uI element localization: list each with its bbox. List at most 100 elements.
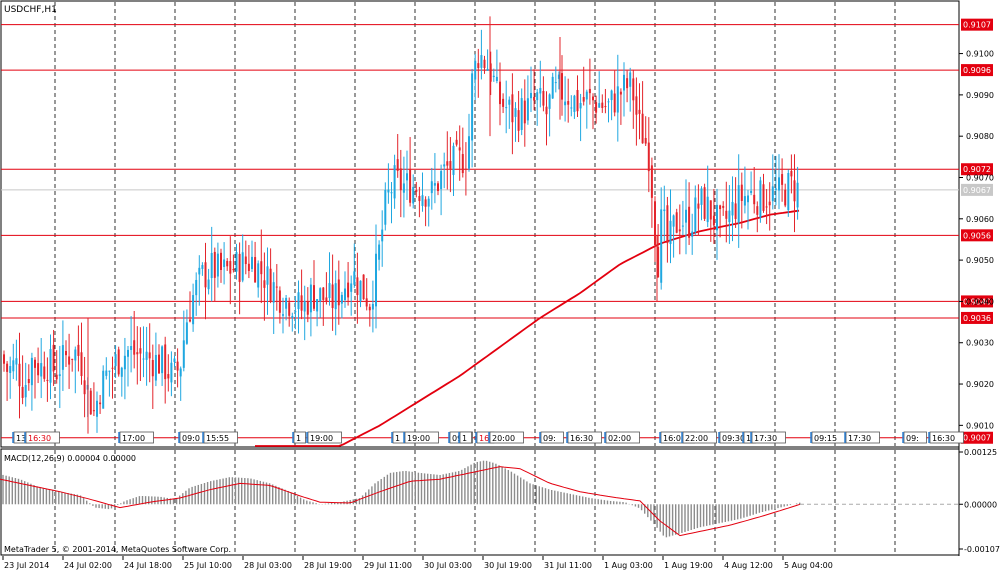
bear-candle — [300, 269, 303, 320]
bull-candle — [557, 71, 560, 90]
event-flag[interactable]: 09: — [902, 431, 927, 444]
bull-candle — [127, 345, 129, 387]
bull-candle — [585, 89, 588, 129]
event-flag[interactable]: 1 — [458, 431, 472, 444]
candle-body — [55, 374, 58, 380]
horizontal-levels-layer[interactable]: 0.9107 0.9096 0.9072 0.9056 0.9040 0.9036 0.90… — [1, 18, 993, 444]
bull-candle — [554, 66, 557, 93]
bear-candle — [77, 325, 80, 372]
event-flag[interactable]: 09:15 — [810, 431, 846, 444]
event-flag[interactable]: 17:30 — [844, 431, 880, 444]
candle-body — [319, 288, 322, 302]
event-flag[interactable]: 17:00 — [118, 431, 154, 444]
bear-candle — [99, 394, 102, 414]
bull-candle — [251, 240, 253, 273]
bear-candle — [734, 177, 737, 228]
candle-body — [415, 189, 418, 192]
bull-candle — [402, 156, 405, 218]
event-flag[interactable]: 16:30 — [24, 431, 60, 444]
candle-body — [588, 88, 591, 94]
bear-candle — [83, 356, 86, 418]
bear-candle — [654, 196, 656, 262]
candle-body — [313, 285, 315, 309]
bull-candle — [387, 163, 390, 204]
bull-candle — [548, 93, 551, 137]
candle-body — [564, 101, 567, 106]
candle-body — [629, 72, 632, 87]
bear-candle — [641, 81, 644, 144]
bull-candle — [198, 255, 201, 306]
candle-body — [300, 295, 303, 311]
candle-body — [260, 261, 263, 275]
bull-candle — [170, 351, 173, 397]
event-flag[interactable]: 17:30 — [750, 431, 786, 444]
candle-body — [610, 90, 613, 101]
candle-body — [452, 145, 455, 175]
candle-body — [458, 147, 461, 151]
candle-body — [523, 100, 526, 124]
bull-candle — [598, 71, 601, 108]
bear-candle — [517, 90, 520, 143]
event-flag[interactable]: 16:30 — [566, 431, 602, 444]
candle-body — [136, 352, 139, 355]
candle-body — [387, 189, 390, 193]
event-flag[interactable]: 1 — [391, 431, 405, 444]
event-flag[interactable]: 20:00 — [488, 431, 524, 444]
bear-candle — [139, 327, 142, 381]
bear-candle — [722, 201, 725, 216]
event-flags-layer[interactable]: 1316:3017:0009:015:55119:00119:0009:1162… — [12, 431, 964, 444]
event-flag-label: 09:30 — [722, 434, 745, 443]
bull-candle — [539, 60, 542, 108]
bear-candle — [545, 91, 548, 146]
bull-candle — [282, 297, 284, 334]
bull-candle — [421, 172, 424, 212]
bear-candle — [254, 241, 257, 283]
candle-body — [548, 94, 551, 109]
bear-candle — [756, 201, 759, 233]
bull-candle — [778, 154, 780, 210]
moving-average-line — [255, 209, 800, 447]
event-flag[interactable]: 16:30 — [928, 431, 964, 444]
bear-candle — [213, 247, 216, 302]
time-tick-label: 1 Aug 03:00 — [604, 561, 653, 570]
bear-candle — [604, 88, 607, 114]
event-flag[interactable]: 02:00 — [604, 431, 640, 444]
bear-candle — [657, 224, 660, 278]
macd-signal-line — [0, 466, 801, 537]
candle-body — [402, 183, 405, 193]
price-level-badge-box — [961, 295, 993, 308]
candle-body — [347, 282, 350, 298]
event-flag[interactable]: 09: — [539, 431, 564, 444]
candle-body — [34, 359, 36, 368]
event-flag[interactable]: 1 — [292, 431, 306, 444]
event-flag[interactable]: 22:00 — [681, 431, 717, 444]
bull-candle — [691, 213, 694, 255]
bull-candle — [681, 200, 684, 236]
price-level-badge-box — [961, 18, 993, 31]
macd-tick-label: 0.00125 — [964, 448, 997, 457]
bull-candle — [743, 166, 746, 214]
event-flag[interactable]: 19:00 — [306, 431, 342, 444]
candle-body — [68, 356, 71, 365]
bull-candle — [319, 287, 322, 318]
bear-candle — [331, 254, 334, 331]
bull-candle — [412, 174, 415, 209]
price-level-badge: 0.9107 — [961, 18, 993, 31]
bear-candle — [626, 70, 629, 103]
bull-candle — [564, 76, 567, 122]
candle-body — [89, 390, 92, 415]
event-flag[interactable]: 19:00 — [403, 431, 439, 444]
candle-body — [297, 292, 300, 310]
event-flag[interactable]: 15:55 — [202, 431, 238, 444]
event-flag-label: 13 — [16, 434, 26, 443]
candle-body — [170, 362, 173, 383]
bull-candle — [393, 154, 396, 209]
candle-body — [585, 91, 588, 100]
event-flag-box — [307, 431, 342, 444]
bull-candle — [266, 247, 269, 315]
bull-candle — [430, 167, 433, 210]
candle-body — [102, 370, 105, 409]
bear-candle — [762, 173, 765, 213]
